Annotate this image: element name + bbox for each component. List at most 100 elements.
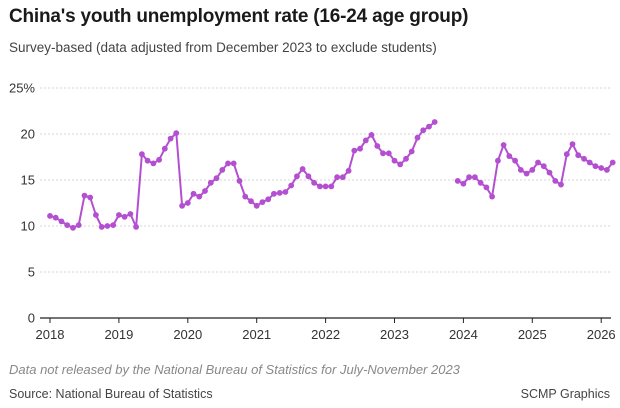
data-point [311, 179, 317, 186]
data-point [351, 147, 358, 154]
data-point [305, 173, 312, 180]
data-point [357, 145, 363, 152]
data-point [529, 167, 536, 173]
data-point [385, 150, 392, 157]
y-tick-label: 15 [21, 173, 35, 188]
data-point [167, 135, 174, 142]
data-point [179, 202, 186, 209]
data-point [339, 174, 346, 181]
data-point [575, 152, 582, 159]
data-point [581, 155, 587, 162]
data-point [219, 167, 226, 173]
data-point [248, 198, 254, 205]
data-point [558, 181, 564, 188]
data-point [563, 151, 570, 158]
data-point [110, 222, 117, 229]
data-point [236, 178, 243, 184]
x-tick-label: 2018 [36, 327, 65, 342]
data-point [431, 119, 438, 125]
data-point [58, 218, 65, 225]
data-point [52, 214, 59, 221]
data-point [460, 180, 467, 187]
data-point [408, 148, 415, 155]
data-point [225, 160, 231, 167]
x-tick-label: 2023 [380, 327, 409, 342]
data-point [144, 157, 151, 164]
data-point [184, 200, 191, 206]
data-point [535, 159, 541, 166]
data-point [116, 212, 122, 218]
x-tick-label: 2025 [518, 327, 547, 342]
data-point [322, 183, 329, 190]
data-point [374, 143, 381, 149]
data-point [161, 145, 168, 152]
data-point [420, 127, 427, 134]
data-point [47, 213, 53, 219]
data-point [173, 130, 180, 137]
chart-subtitle: Survey-based (data adjusted from Decembe… [9, 40, 437, 55]
data-point [196, 193, 203, 200]
data-point [426, 123, 432, 130]
x-tick-label: 2026 [587, 327, 616, 342]
data-point [133, 224, 140, 230]
data-point [294, 173, 300, 180]
data-point [75, 222, 82, 229]
data-point [477, 179, 484, 186]
data-point [127, 211, 134, 217]
x-tick-label: 2024 [449, 327, 478, 342]
x-tick-label: 2019 [104, 327, 133, 342]
y-tick-label: 0 [28, 311, 35, 326]
data-point [288, 182, 295, 189]
data-point [213, 175, 220, 182]
data-point [604, 167, 610, 173]
data-point [454, 178, 461, 184]
data-point [546, 169, 553, 176]
data-point [472, 174, 478, 181]
data-point [265, 196, 272, 203]
data-point [87, 194, 94, 201]
data-point [207, 179, 214, 186]
data-point [391, 157, 398, 164]
data-point [517, 167, 524, 173]
data-point [609, 159, 616, 166]
data-point [139, 151, 145, 158]
chart-note: Data not released by the National Bureau… [9, 362, 460, 377]
x-tick-label: 2020 [173, 327, 202, 342]
series-line-2 [457, 143, 614, 198]
data-point [414, 134, 421, 141]
data-point [397, 161, 404, 168]
data-point [104, 223, 111, 229]
data-point [380, 150, 386, 157]
chart-credit: SCMP Graphics [520, 387, 610, 401]
data-point [156, 156, 163, 163]
data-point [552, 178, 559, 184]
data-point [93, 212, 99, 218]
y-tick-label: 20 [21, 127, 35, 142]
x-tick-label: 2022 [311, 327, 340, 342]
data-point [328, 183, 335, 190]
data-point [592, 163, 599, 170]
data-point [345, 167, 352, 174]
data-point [276, 190, 283, 196]
data-point [500, 142, 507, 148]
data-point [495, 157, 501, 164]
data-point [242, 193, 249, 200]
data-point [489, 193, 495, 200]
data-point [70, 224, 76, 231]
data-point [569, 141, 576, 148]
data-point [362, 137, 369, 144]
data-point [483, 184, 490, 191]
data-point [98, 224, 105, 230]
data-point [259, 199, 266, 206]
data-point [271, 190, 277, 197]
data-point [190, 190, 197, 197]
data-point [403, 155, 409, 162]
data-point [150, 160, 157, 167]
data-point [334, 174, 340, 181]
data-point [540, 163, 547, 170]
data-point [512, 157, 518, 164]
x-tick-label: 2021 [242, 327, 271, 342]
data-point [81, 192, 88, 199]
data-point [230, 160, 237, 167]
